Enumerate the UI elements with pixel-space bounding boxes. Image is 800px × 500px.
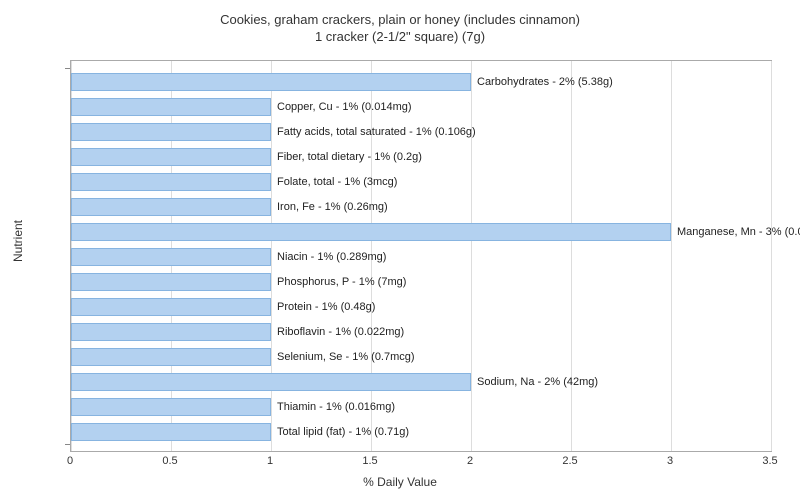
x-tick-label: 0 [67,455,73,467]
chart-title-line2: 1 cracker (2-1/2" square) (7g) [0,29,800,46]
nutrient-bar-label: Thiamin - 1% (0.016mg) [277,398,395,416]
nutrient-bar-label: Fatty acids, total saturated - 1% (0.106… [277,123,476,141]
nutrient-bar [71,98,271,116]
nutrient-bar [71,423,271,441]
nutrient-bar [71,348,271,366]
nutrient-bar [71,373,471,391]
chart-title: Cookies, graham crackers, plain or honey… [0,0,800,46]
nutrient-bar [71,198,271,216]
x-axis-title: % Daily Value [363,475,437,489]
x-tick-label: 1.5 [362,455,377,467]
gridline [271,61,272,451]
nutrient-bar-label: Niacin - 1% (0.289mg) [277,248,386,266]
nutrient-bar [71,148,271,166]
nutrient-bar-label: Manganese, Mn - 3% (0.056mg) [677,223,800,241]
gridline [471,61,472,451]
nutrient-bar-label: Carbohydrates - 2% (5.38g) [477,73,613,91]
y-axis-title: Nutrient [11,220,25,262]
x-tick-label: 2 [467,455,473,467]
nutrient-bar-label: Riboflavin - 1% (0.022mg) [277,323,404,341]
nutrient-bar [71,298,271,316]
gridline [771,61,772,451]
nutrient-bar-label: Total lipid (fat) - 1% (0.71g) [277,423,409,441]
x-tick-label: 3.5 [762,455,777,467]
nutrient-bar-label: Fiber, total dietary - 1% (0.2g) [277,148,422,166]
x-tick-label: 1 [267,455,273,467]
nutrient-bar-label: Selenium, Se - 1% (0.7mcg) [277,348,415,366]
nutrient-bar-label: Folate, total - 1% (3mcg) [277,173,397,191]
nutrient-bar [71,398,271,416]
nutrient-bar-label: Copper, Cu - 1% (0.014mg) [277,98,412,116]
plot-area: Carbohydrates - 2% (5.38g) Copper, Cu - 1… [70,60,772,452]
nutrient-bar [71,248,271,266]
chart-title-line1: Cookies, graham crackers, plain or honey… [0,12,800,29]
nutrient-bar [71,173,271,191]
nutrient-bar-label: Iron, Fe - 1% (0.26mg) [277,198,388,216]
y-tick [65,444,70,445]
gridline [671,61,672,451]
nutrient-bar [71,223,671,241]
gridline [571,61,572,451]
nutrient-bar [71,73,471,91]
nutrient-bar [71,123,271,141]
x-tick-label: 0.5 [162,455,177,467]
nutrient-chart: Cookies, graham crackers, plain or honey… [0,0,800,500]
nutrient-bar-label: Protein - 1% (0.48g) [277,298,375,316]
nutrient-bar-label: Sodium, Na - 2% (42mg) [477,373,598,391]
x-tick-label: 3 [667,455,673,467]
y-tick [65,68,70,69]
nutrient-bar [71,323,271,341]
nutrient-bar [71,273,271,291]
x-tick-label: 2.5 [562,455,577,467]
nutrient-bar-label: Phosphorus, P - 1% (7mg) [277,273,406,291]
